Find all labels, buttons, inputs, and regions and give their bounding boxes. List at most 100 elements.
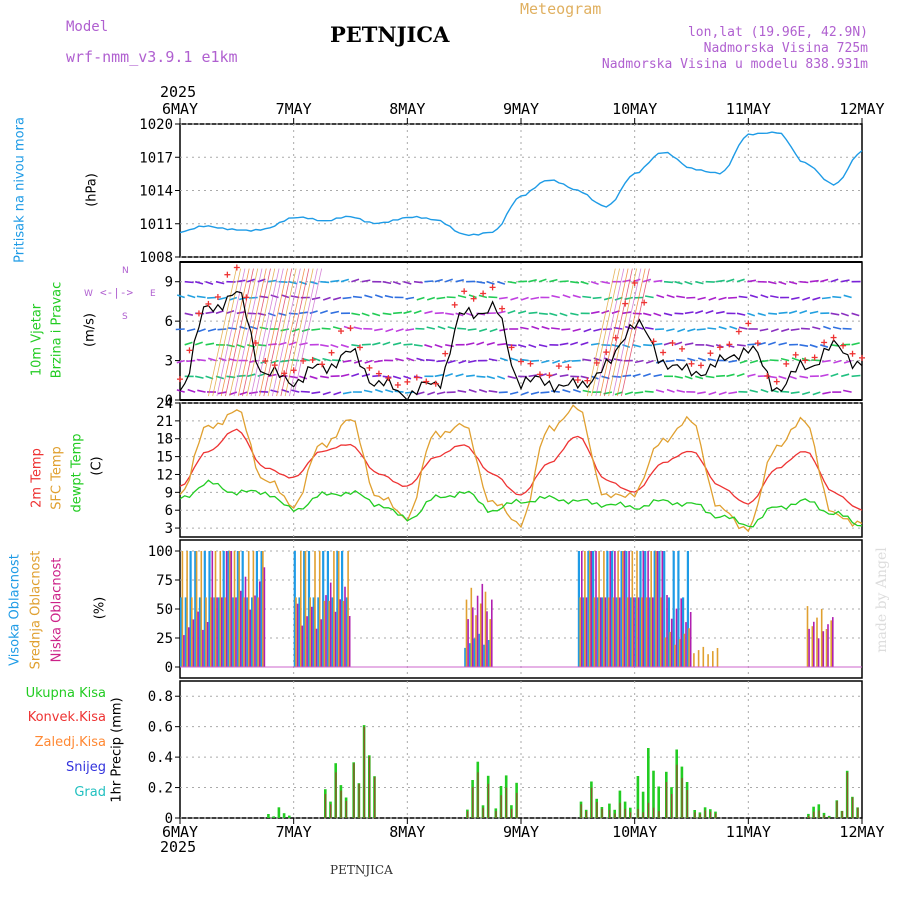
cloud-high-bar: [639, 551, 642, 667]
precip-conv-bar: [671, 794, 673, 818]
cloud-bars: [180, 551, 834, 667]
wind-arrow: [540, 391, 550, 394]
cloud-mid-bar: [712, 651, 714, 667]
cloud-mid-bar: [806, 606, 809, 667]
cloud-mid-bar: [641, 597, 643, 667]
cloud-low-bar: [637, 597, 640, 667]
wind-arrow: [590, 280, 599, 285]
wind-arrow: [382, 341, 391, 346]
wind-strong-hatch: [621, 268, 650, 397]
wind-arrow: [747, 312, 756, 317]
compass-cross-icon: <-|->: [100, 286, 134, 299]
wind-arrow: [788, 375, 797, 380]
wind-arrow: [559, 374, 569, 378]
precip-conv-bar: [363, 726, 365, 818]
pressure-tick-label: 1008: [139, 250, 173, 266]
wind-arrow: [372, 374, 382, 378]
wind-arrow: [695, 375, 704, 380]
wind-arrow: [791, 296, 800, 300]
wind-arrow: [582, 358, 592, 362]
wind-arrow: [528, 344, 537, 349]
day-label-top: 7MAY: [276, 100, 312, 118]
wind-arrow: [405, 328, 415, 332]
cloud-high-bar: [667, 597, 670, 667]
wind-arrow: [528, 374, 538, 378]
wind-arrow: [736, 278, 745, 283]
cloud-high-bar: [293, 551, 296, 667]
cloud-high-bar: [587, 551, 590, 667]
wind-arrow: [788, 310, 798, 315]
wind-arrow: [457, 389, 467, 393]
wind-arrow: [809, 310, 819, 315]
cloud-high-bar: [611, 551, 614, 667]
cloud-low-bar: [633, 597, 635, 667]
cloud-mid-bar: [688, 628, 690, 667]
wind-arrow: [790, 391, 800, 394]
wind-arrow: [590, 342, 600, 346]
cloud-low-bar: [467, 619, 469, 667]
wind-arrow: [778, 280, 787, 285]
wind-arrow: [820, 344, 829, 348]
cloud-low-bar: [491, 599, 493, 667]
precip-tick-label: 0: [165, 811, 173, 827]
precip-conv-bar: [699, 814, 701, 818]
wind-arrow: [196, 358, 206, 362]
wind-arrow: [311, 328, 321, 331]
cloud-high-bar: [577, 551, 580, 667]
cloud-low-bar: [656, 551, 659, 667]
day-label-bottom: 10MAY: [612, 823, 657, 841]
wind-arrow: [309, 280, 318, 285]
precip-conv-bar: [846, 772, 849, 818]
day-label-bottom: 6MAY: [162, 823, 198, 841]
wind-arrow: [823, 325, 831, 330]
wind-arrow: [416, 357, 425, 362]
precip-conv-bar: [818, 810, 820, 818]
wind-arrow: [361, 312, 370, 317]
pressure-tick-label: 1014: [139, 184, 173, 200]
wind-strong-hatch: [246, 268, 276, 397]
wind-arrow: [580, 341, 589, 346]
wind-strong-hatch: [293, 268, 323, 397]
precip-total-bar: [288, 815, 291, 818]
wind-arrow: [781, 328, 790, 333]
cloud-high-bar: [473, 638, 476, 667]
wind-arrow: [696, 328, 706, 331]
wind-arrow: [736, 312, 746, 316]
wind-arrow: [447, 326, 456, 330]
wind-arrow: [687, 357, 696, 362]
cloud-mid-bar: [659, 597, 662, 667]
wind-arrow: [663, 280, 673, 284]
wind-arrow: [684, 311, 694, 315]
wind-strong-hatch: [603, 268, 633, 397]
cloud-high-bar: [634, 597, 637, 667]
wind-arrow: [634, 359, 644, 364]
wind-arrow: [413, 280, 423, 284]
cloud-low-bar: [680, 598, 682, 667]
wind-arrow: [476, 341, 485, 346]
precip-conv-bar: [335, 772, 337, 818]
compass-south: S: [122, 312, 128, 322]
wind-arrow: [353, 359, 363, 364]
wind-tick-label: 6: [165, 314, 173, 330]
wind-arrow: [809, 279, 819, 283]
wind-arrow: [455, 373, 464, 378]
cloud-high-bar: [326, 551, 329, 667]
wind-arrow: [444, 278, 453, 283]
wind-arrow: [291, 389, 300, 393]
wind-arrow: [757, 312, 766, 317]
wind-arrow: [267, 373, 277, 378]
precip-conv-bar: [665, 782, 668, 818]
wind-arrow: [416, 391, 425, 396]
temp-tick-label: 3: [165, 521, 173, 537]
cloud-high-bar: [203, 551, 206, 667]
wind-arrow: [374, 328, 383, 332]
wind-strong-hatch: [242, 268, 271, 397]
cloud-high-bar: [317, 597, 320, 667]
cloud-mid-bar: [645, 597, 648, 667]
wind-arrow: [666, 294, 675, 299]
wind-arrow: [278, 280, 288, 283]
wind-strong-hatch: [250, 268, 280, 397]
wind-strong-hatch: [599, 268, 629, 397]
year-label-top: 2025: [160, 83, 197, 101]
wind-arrow: [330, 310, 340, 315]
